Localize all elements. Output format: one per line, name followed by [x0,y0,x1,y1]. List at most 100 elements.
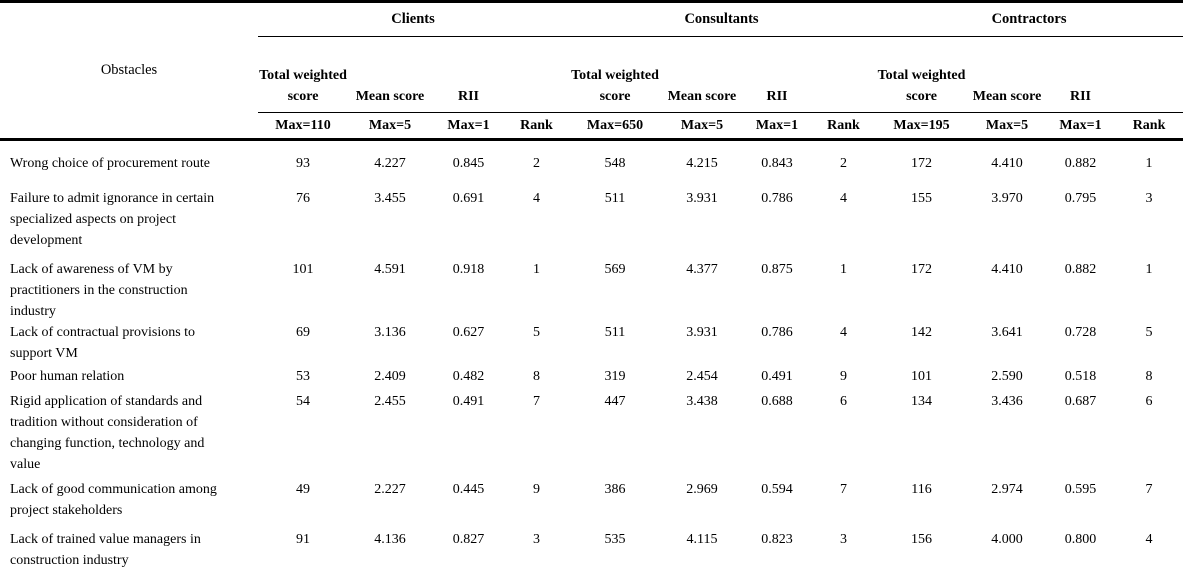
value-cell: 7 [533,394,540,409]
value-cell: 116 [911,482,932,497]
value-cell: 0.795 [1064,191,1097,206]
value-cell: 6 [1145,394,1153,409]
subheader-row: Total weighted score Mean score RII Tota… [0,36,1183,113]
value-cell: 2.454 [686,369,718,384]
value-cell: 2.227 [374,482,406,497]
value-cell: 0.827 [452,532,485,547]
value-cell: 5 [1145,325,1153,340]
value-cell: 101 [292,262,314,277]
value-cell: 7 [1145,482,1153,497]
value-cell: 511 [604,325,626,340]
value-cell: 3.455 [374,191,406,206]
value-cell: 1 [533,262,540,277]
value-cell: 569 [604,262,626,277]
obstacle-label: Lack of good communication among project… [10,482,217,518]
rank-header: Rank [1115,112,1183,141]
value-cell: 0.445 [452,482,485,497]
max-rii-label: Max=1 [1046,112,1116,141]
table-row: Failure to admit ignorance in certain sp… [0,186,1183,257]
value-cell: 91 [296,532,310,547]
value-cell: 69 [296,325,310,340]
value-cell: 93 [296,156,310,171]
value-cell: 4.227 [374,156,406,171]
value-cell: 2.455 [374,394,406,409]
value-cell: 0.823 [761,532,793,547]
obstacle-label: Rigid application of standards and tradi… [10,394,205,472]
value-cell: 548 [604,156,626,171]
group-header-clients: Clients [258,1,568,37]
value-cell: 3.970 [991,191,1023,206]
value-cell: 4 [840,325,847,340]
obstacle-label: Lack of trained value managers in constr… [10,532,201,568]
max-rii-label: Max=1 [432,112,505,141]
value-cell: 155 [911,191,933,206]
value-cell: 4.410 [991,262,1023,277]
subheader-rii: RII [432,36,505,113]
max-row: Max=110 Max=5 Max=1 Rank Max=650 Max=5 M… [0,112,1183,141]
value-cell: 3 [533,532,540,547]
value-cell: 0.843 [761,156,793,171]
value-cell: 0.482 [452,369,485,384]
value-cell: 0.882 [1064,156,1097,171]
value-cell: 5 [533,325,540,340]
value-cell: 8 [1145,369,1153,384]
value-cell: 3 [1145,191,1153,206]
subheader-mean-score: Mean score [348,36,432,113]
value-cell: 172 [911,262,933,277]
max-total-label: Max=650 [568,112,662,141]
value-cell: 1 [840,262,847,277]
table-row: Lack of awareness of VM by practitioners… [0,257,1183,322]
value-cell: 0.595 [1064,482,1097,497]
value-cell: 0.687 [1064,394,1097,409]
value-cell: 101 [911,369,933,384]
table-row: Rigid application of standards and tradi… [0,389,1183,475]
subheader-spacer [1115,36,1183,113]
max-mean-label: Max=5 [968,112,1047,141]
value-cell: 3.931 [686,325,718,340]
value-cell: 1 [1145,262,1153,277]
group-header-row: Obstacles Clients Consultants Contractor… [0,1,1183,141]
value-cell: 76 [296,191,310,206]
value-cell: 3.136 [374,325,406,340]
value-cell: 3.641 [991,325,1023,340]
obstacle-label: Lack of awareness of VM by practitioners… [10,262,188,319]
max-rii-label: Max=1 [742,112,812,141]
value-cell: 172 [911,156,933,171]
value-cell: 4 [840,191,847,206]
value-cell: 156 [911,532,933,547]
obstacle-label: Poor human relation [10,369,125,384]
group-header-consultants: Consultants [568,1,876,37]
obstacle-label: Wrong choice of procurement route [10,156,211,171]
value-cell: 6 [840,394,847,409]
table-row: Wrong choice of procurement route 93 4.2… [0,140,1183,187]
value-cell: 2.590 [991,369,1023,384]
value-cell: 2.409 [374,369,406,384]
value-cell: 4 [533,191,540,206]
value-cell: 0.491 [452,394,485,409]
max-total-label: Max=195 [875,112,969,141]
max-mean-label: Max=5 [348,112,432,141]
value-cell: 54 [296,394,310,409]
max-total-label: Max=110 [258,112,348,141]
value-cell: 3.436 [991,394,1023,409]
value-cell: 0.728 [1064,325,1097,340]
value-cell: 0.845 [452,156,485,171]
value-cell: 1 [1145,156,1153,171]
subheader-total-weighted-score: Total weighted score [875,36,969,113]
value-cell: 9 [840,369,847,384]
value-cell: 4 [1145,532,1153,547]
value-cell: 3 [840,532,847,547]
subheader-mean-score: Mean score [662,36,742,113]
value-cell: 4.115 [686,532,718,547]
value-cell: 8 [533,369,540,384]
table-row: Lack of good communication among project… [0,475,1183,523]
subheader-mean-score: Mean score [968,36,1047,113]
value-cell: 4.215 [686,156,718,171]
obstacles-column-header: Obstacles [0,1,258,141]
table-row: Lack of trained value managers in constr… [0,523,1183,579]
subheader-rii: RII [742,36,812,113]
obstacle-label: Lack of contractual provisions to suppor… [10,325,196,361]
subheader-total-weighted-score: Total weighted score [258,36,348,113]
value-cell: 2 [840,156,847,171]
